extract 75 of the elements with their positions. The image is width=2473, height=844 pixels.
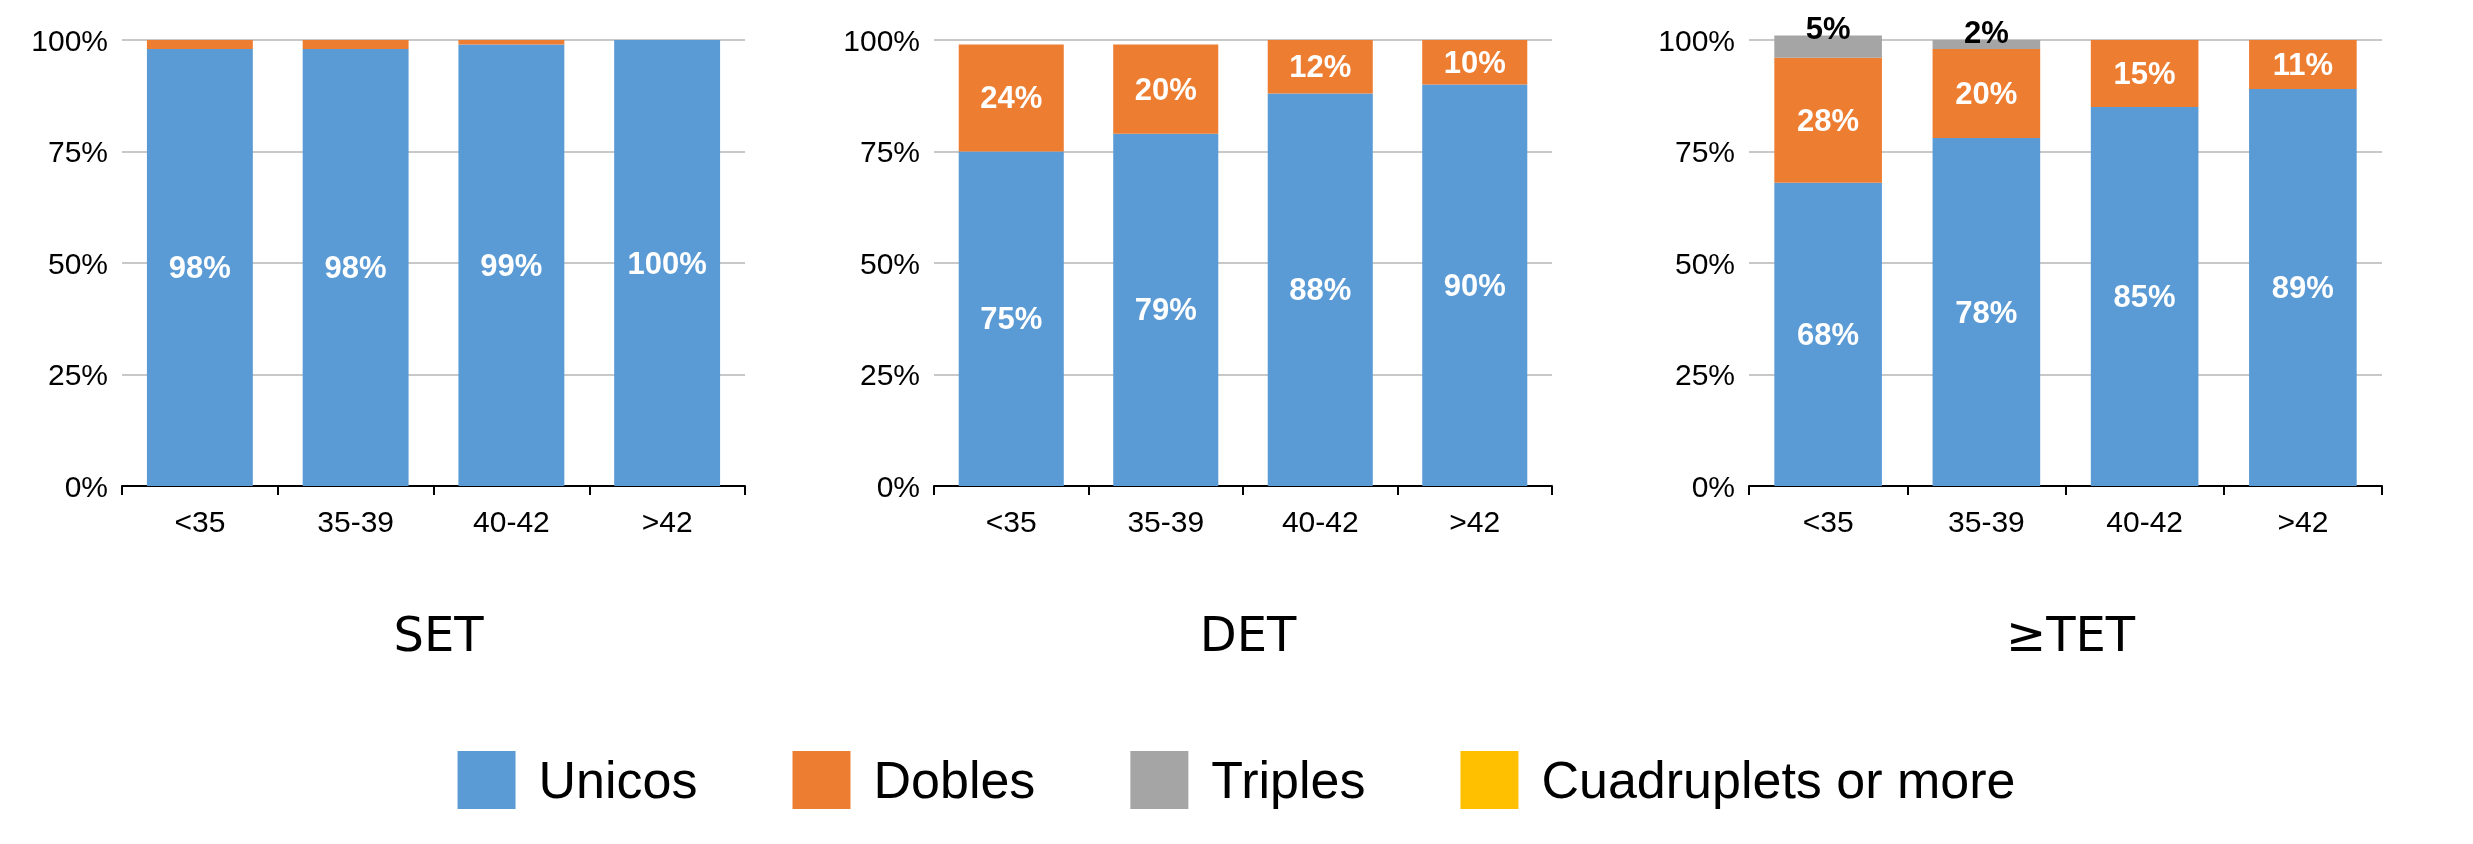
bar — [1422, 84, 1528, 486]
y-tick-label: 50% — [1674, 246, 1735, 280]
x-tick-label: >42 — [1449, 504, 1501, 538]
data-label: 88% — [1289, 272, 1352, 308]
bar — [302, 40, 409, 49]
x-tick-label: 35-39 — [1127, 504, 1205, 538]
y-tick-label: 50% — [47, 246, 108, 280]
y-tick-label: 50% — [859, 246, 920, 280]
y-tick-label: 25% — [1674, 358, 1735, 391]
bar — [458, 44, 565, 486]
data-label: 85% — [2113, 278, 2176, 314]
y-tick-label: 100% — [843, 23, 920, 57]
legend-label: Cuadruplets or more — [1541, 751, 2016, 809]
bar — [1267, 93, 1373, 486]
x-tick-label: >42 — [2277, 504, 2329, 538]
x-tick-label: <35 — [985, 504, 1037, 538]
x-tick-label: <35 — [1802, 504, 1854, 538]
bar — [1932, 48, 2041, 139]
text: ≥TET — [2005, 606, 2136, 662]
legend-label: Triples — [1211, 751, 1366, 809]
legend-label: Unicos — [538, 751, 698, 809]
x-tick-label: 35-39 — [1948, 504, 2025, 538]
bar — [1113, 133, 1219, 486]
y-tick-label: 75% — [859, 135, 920, 168]
x-tick-label: <35 — [174, 504, 226, 538]
y-tick-label: 100% — [1658, 23, 1735, 57]
bar — [2090, 106, 2199, 486]
y-tick-label: 100% — [31, 23, 108, 57]
y-tick-label: 0% — [1691, 469, 1735, 503]
data-label: 78% — [1955, 294, 2018, 330]
data-label: 98% — [324, 249, 387, 285]
x-tick-label: 40-42 — [473, 504, 550, 538]
data-label: 89% — [2271, 270, 2334, 306]
bar — [958, 151, 1064, 486]
data-label: 24% — [980, 80, 1043, 116]
data-label: 99% — [480, 247, 543, 283]
x-tick-label: 35-39 — [317, 504, 394, 538]
data-label: 20% — [1134, 71, 1197, 107]
data-label: 20% — [1955, 76, 2018, 112]
text: DET — [1199, 606, 1297, 662]
data-label: 90% — [1443, 267, 1506, 303]
data-label: 10% — [1443, 44, 1506, 80]
data-label: 5% — [1805, 10, 1851, 46]
bar — [958, 44, 1064, 152]
bar — [1774, 57, 1882, 183]
bar — [146, 40, 253, 49]
y-tick-label: 75% — [47, 135, 108, 168]
data-label: 79% — [1134, 292, 1197, 328]
data-label: 11% — [2272, 47, 2334, 83]
bar — [302, 48, 409, 486]
data-label: 2% — [1963, 15, 2009, 50]
y-tick-label: 0% — [876, 469, 920, 503]
data-label: 98% — [168, 249, 231, 285]
bar — [1113, 44, 1219, 134]
data-label: 28% — [1797, 102, 1860, 138]
bar — [1774, 182, 1882, 486]
data-label: 100% — [627, 245, 707, 281]
data-label: 12% — [1289, 49, 1352, 85]
y-tick-label: 25% — [47, 358, 108, 391]
bar — [146, 48, 253, 486]
y-tick-label: 0% — [64, 469, 108, 503]
data-label: 75% — [980, 301, 1043, 337]
data-label: 68% — [1797, 316, 1860, 352]
text: SET — [393, 606, 485, 662]
x-tick-label: >42 — [641, 504, 693, 538]
legend-label: Dobles — [873, 751, 1036, 809]
bar — [458, 40, 565, 45]
data-label: 15% — [2113, 55, 2176, 91]
y-tick-label: 75% — [1674, 135, 1735, 168]
x-tick-label: 40-42 — [1281, 504, 1359, 538]
bar — [614, 40, 721, 486]
bar — [2249, 89, 2357, 486]
x-tick-label: 40-42 — [2106, 504, 2183, 538]
bar — [1932, 138, 2041, 486]
y-tick-label: 25% — [859, 358, 920, 391]
